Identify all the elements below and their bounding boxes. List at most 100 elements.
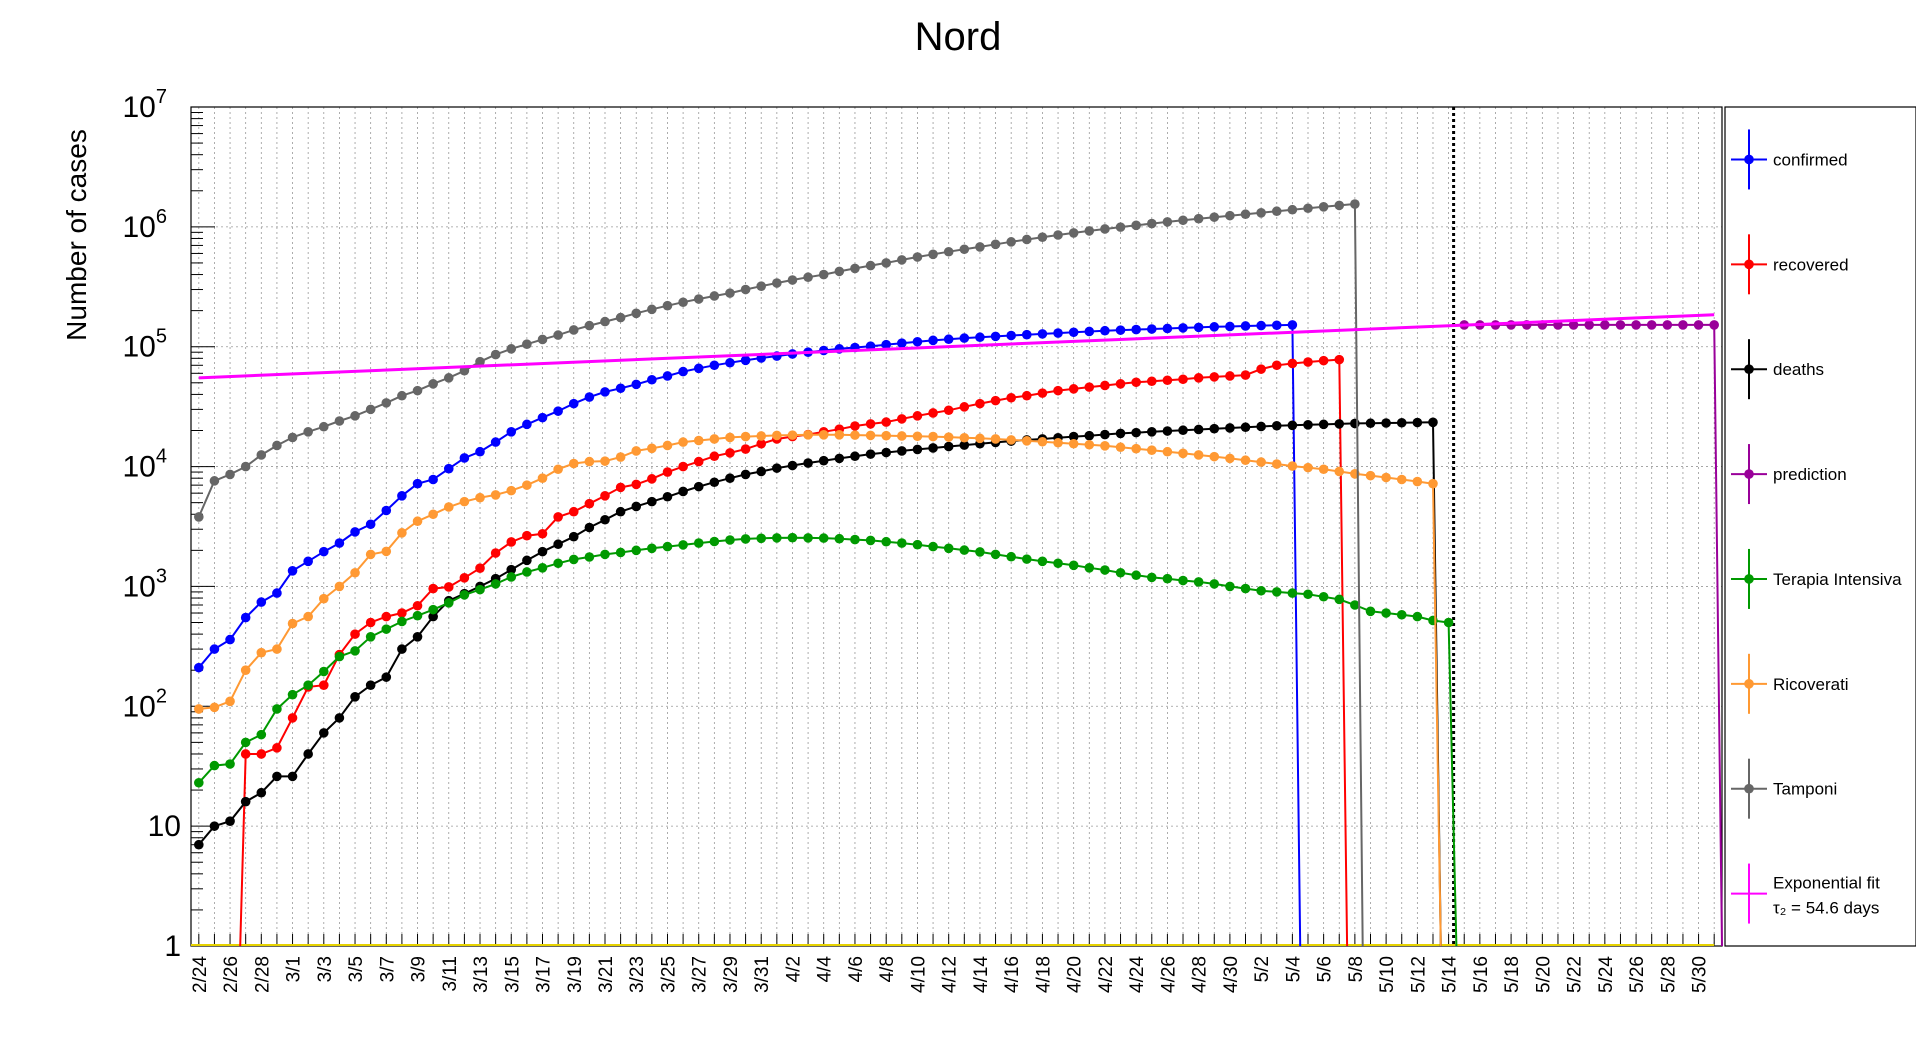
data-point bbox=[850, 534, 860, 545]
data-point bbox=[1178, 425, 1188, 436]
data-point bbox=[475, 584, 485, 595]
data-point bbox=[287, 566, 298, 576]
data-point bbox=[834, 533, 845, 544]
data-point bbox=[397, 390, 407, 401]
data-point bbox=[1240, 583, 1251, 594]
data-point bbox=[1600, 320, 1610, 330]
x-tick-label: 3/9 bbox=[409, 956, 430, 982]
series-exponential-fit bbox=[198, 313, 1715, 380]
data-point bbox=[412, 600, 423, 611]
data-point bbox=[318, 546, 329, 557]
data-point bbox=[1318, 591, 1329, 602]
data-point bbox=[522, 530, 532, 541]
data-point bbox=[1068, 327, 1079, 338]
data-point bbox=[1271, 320, 1282, 331]
legend-label: Ricoverati bbox=[1773, 675, 1849, 694]
data-point bbox=[803, 533, 813, 543]
data-point bbox=[1146, 324, 1157, 334]
data-point bbox=[365, 631, 376, 642]
data-point bbox=[1084, 326, 1095, 337]
data-point bbox=[740, 444, 751, 454]
data-point bbox=[537, 546, 548, 557]
data-point bbox=[194, 704, 204, 714]
data-point bbox=[490, 579, 501, 589]
series-line bbox=[245, 358, 1349, 947]
data-point bbox=[975, 547, 985, 557]
data-point bbox=[334, 416, 345, 426]
data-point bbox=[881, 417, 891, 427]
data-point bbox=[850, 421, 860, 431]
data-point bbox=[709, 360, 720, 371]
legend-label: prediction bbox=[1773, 465, 1847, 484]
data-point bbox=[600, 316, 610, 327]
x-tick-label: 5/26 bbox=[1627, 956, 1648, 993]
data-point bbox=[303, 749, 313, 759]
x-tick-label: 4/6 bbox=[846, 956, 867, 982]
data-point bbox=[912, 444, 923, 455]
data-point bbox=[1146, 572, 1157, 583]
data-point bbox=[537, 334, 548, 345]
data-point bbox=[975, 332, 985, 343]
data-point bbox=[1350, 600, 1360, 610]
data-point bbox=[740, 431, 751, 442]
data-point bbox=[397, 528, 407, 538]
data-point bbox=[740, 534, 751, 544]
data-point bbox=[756, 431, 767, 441]
data-point bbox=[897, 446, 907, 456]
legend-marker bbox=[1744, 154, 1754, 165]
data-point bbox=[928, 541, 938, 552]
x-tick-label: 4/26 bbox=[1158, 956, 1179, 993]
data-point bbox=[725, 432, 735, 443]
data-point bbox=[897, 255, 907, 265]
legend: confirmed recovered deaths prediction Terapi… bbox=[1724, 106, 1916, 947]
data-point bbox=[818, 533, 829, 543]
legend-fit-label: τ₂ = 54.6 days bbox=[1773, 899, 1879, 918]
data-point bbox=[287, 618, 298, 629]
data-point bbox=[240, 461, 251, 472]
data-point bbox=[553, 558, 563, 569]
data-point bbox=[287, 771, 298, 782]
data-point bbox=[881, 430, 891, 441]
data-point bbox=[256, 597, 267, 607]
data-point bbox=[1303, 357, 1313, 367]
data-point bbox=[209, 760, 220, 771]
data-point bbox=[225, 759, 235, 769]
data-point bbox=[943, 246, 954, 257]
data-point bbox=[553, 512, 563, 522]
data-point bbox=[1287, 320, 1298, 330]
series-line bbox=[198, 536, 1458, 947]
data-point bbox=[1225, 321, 1235, 332]
data-point bbox=[834, 430, 845, 440]
data-point bbox=[1131, 324, 1141, 335]
data-point bbox=[1006, 435, 1016, 445]
data-point bbox=[631, 479, 642, 490]
data-point bbox=[1084, 563, 1095, 573]
data-point bbox=[772, 430, 782, 441]
data-point bbox=[975, 433, 985, 444]
data-point bbox=[850, 263, 860, 274]
data-point bbox=[1162, 375, 1173, 386]
data-point bbox=[647, 496, 657, 507]
data-point bbox=[615, 383, 626, 394]
data-point bbox=[318, 680, 329, 690]
data-point bbox=[990, 239, 1001, 250]
data-point bbox=[1287, 420, 1298, 431]
data-point bbox=[1287, 588, 1298, 598]
data-point bbox=[1115, 379, 1126, 389]
data-point bbox=[584, 320, 595, 331]
data-point bbox=[1146, 376, 1157, 387]
data-point bbox=[1131, 443, 1141, 454]
data-point bbox=[1100, 224, 1110, 234]
data-point bbox=[225, 634, 235, 645]
x-tick-label: 4/4 bbox=[815, 956, 836, 983]
x-tick-label: 4/20 bbox=[1065, 956, 1086, 993]
data-point bbox=[381, 624, 392, 634]
data-point bbox=[334, 713, 345, 723]
data-point bbox=[209, 821, 220, 831]
x-tick-label: 3/25 bbox=[658, 956, 679, 993]
data-point bbox=[428, 509, 438, 520]
data-point bbox=[522, 480, 532, 490]
data-point bbox=[1225, 210, 1235, 221]
data-point bbox=[443, 373, 454, 383]
